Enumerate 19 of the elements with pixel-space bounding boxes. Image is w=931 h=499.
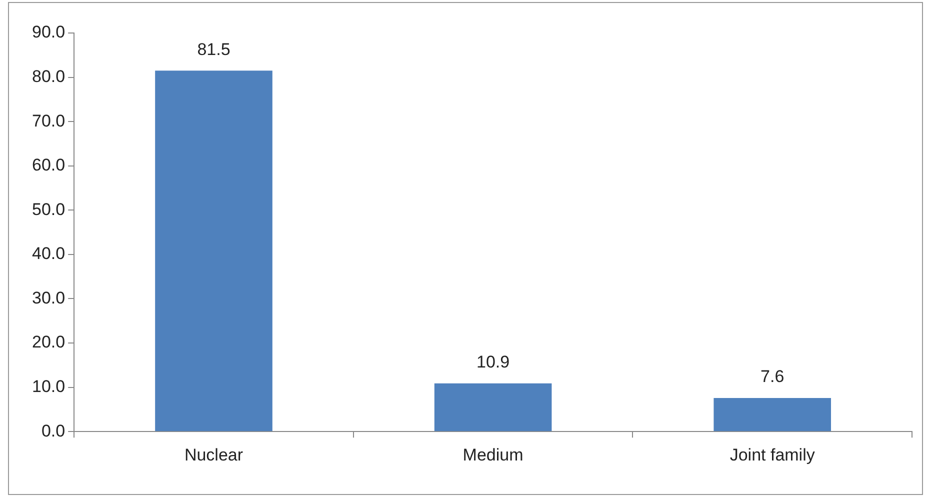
y-tick-label: 20.0 xyxy=(32,332,66,352)
y-tick-label: 10.0 xyxy=(32,377,66,396)
x-tick-label: Joint family xyxy=(730,445,816,464)
y-tick-label: 50.0 xyxy=(32,200,66,219)
bar xyxy=(714,398,831,432)
x-tick-label: Medium xyxy=(462,445,524,464)
y-tick-label: 80.0 xyxy=(32,66,66,86)
y-tick-label: 0.0 xyxy=(41,421,66,440)
y-tick-label: 60.0 xyxy=(32,156,66,175)
y-tick-label: 90.0 xyxy=(32,22,66,42)
data-label: 7.6 xyxy=(760,367,784,386)
bar xyxy=(155,70,272,432)
bar xyxy=(434,383,552,432)
data-label: 10.9 xyxy=(476,352,510,372)
y-tick-label: 40.0 xyxy=(32,244,66,264)
data-label: 81.5 xyxy=(197,40,230,59)
y-tick-label: 30.0 xyxy=(32,288,66,308)
x-tick-label: Nuclear xyxy=(184,445,244,464)
y-tick-label: 70.0 xyxy=(32,111,66,130)
